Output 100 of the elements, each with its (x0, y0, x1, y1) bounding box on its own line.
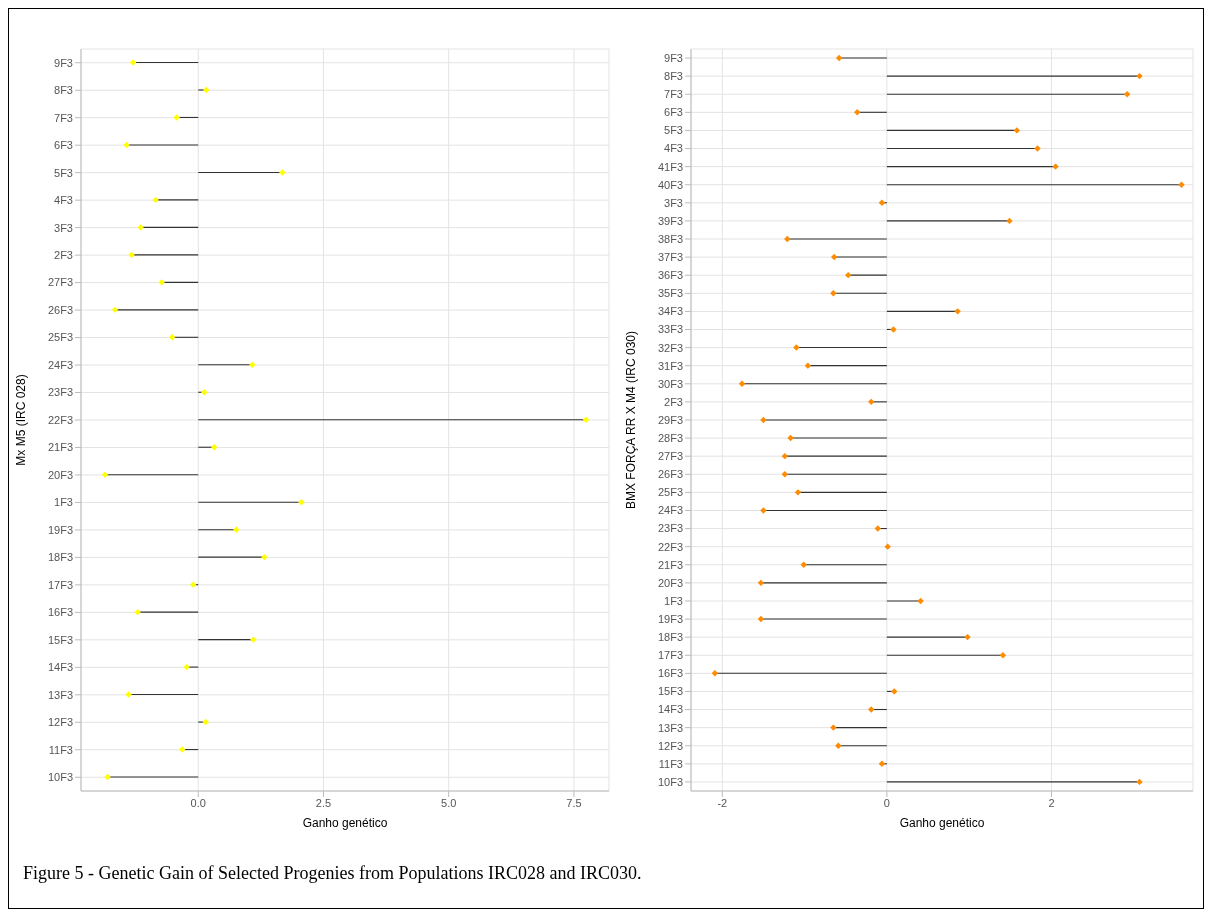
y-tick-label: 10F3 (657, 775, 683, 788)
point (830, 724, 837, 731)
point (954, 308, 961, 315)
point (874, 525, 882, 532)
point (261, 553, 268, 561)
point (104, 773, 111, 781)
point (233, 526, 240, 533)
point (844, 271, 852, 279)
y-tick-label: 20F3 (657, 576, 683, 589)
point (868, 398, 875, 406)
point (757, 615, 765, 623)
y-tick-label: 16F3 (657, 667, 683, 680)
point (101, 471, 109, 478)
point (582, 416, 590, 423)
y-tick-label: 3F3 (54, 221, 73, 234)
x-tick-label: 5.0 (441, 796, 457, 809)
point (203, 86, 210, 94)
y-tick-label: 20F3 (47, 468, 73, 481)
y-tick-label: 1F3 (54, 496, 73, 509)
x-axis-title: Ganho genético (899, 816, 985, 830)
x-tick-label: 2.5 (315, 796, 332, 809)
point (757, 579, 765, 587)
y-tick-label: 11F3 (48, 743, 73, 756)
point (794, 489, 802, 496)
y-tick-label: 16F3 (47, 606, 73, 619)
y-tick-label: 36F3 (657, 269, 683, 282)
point (137, 224, 144, 231)
y-tick-label: 35F3 (657, 287, 683, 300)
point (211, 444, 218, 451)
y-tick-label: 11F3 (658, 757, 683, 770)
y-tick-label: 7F3 (54, 111, 73, 124)
y-tick-label: 13F3 (657, 721, 683, 734)
point (1013, 127, 1021, 134)
y-tick-label: 2F3 (54, 249, 73, 262)
y-tick-label: 40F3 (657, 178, 683, 191)
point (711, 670, 719, 677)
y-tick-label: 33F3 (657, 323, 683, 336)
y-tick-label: 41F3 (657, 160, 683, 173)
point (738, 380, 746, 387)
y-tick-label: 22F3 (657, 540, 683, 553)
y-tick-label: 8F3 (664, 70, 683, 83)
point (158, 279, 165, 286)
y-tick-label: 32F3 (657, 341, 683, 354)
point (891, 688, 898, 695)
point (249, 361, 256, 368)
y-tick-label: 5F3 (54, 166, 73, 179)
point (830, 290, 837, 297)
y-tick-label: 30F3 (657, 377, 683, 390)
y-tick-label: 4F3 (664, 142, 683, 155)
point (125, 691, 132, 698)
x-tick-label: 2 (1048, 796, 1055, 809)
y-tick-label: 22F3 (47, 413, 73, 426)
y-tick-label: 27F3 (47, 276, 73, 289)
point (134, 608, 141, 616)
point (999, 652, 1007, 659)
y-tick-label: 6F3 (54, 139, 73, 152)
y-tick-label: 1F3 (664, 594, 683, 607)
point (760, 416, 767, 424)
y-axis-title: BMX FORÇA RR X M4 (IRC 030) (624, 330, 639, 510)
x-tick-label: -2 (717, 796, 728, 809)
point (1034, 145, 1041, 152)
point (168, 334, 176, 341)
y-tick-label: 4F3 (54, 194, 73, 207)
y-tick-label: 17F3 (47, 578, 73, 591)
point (800, 561, 807, 568)
y-tick-label: 27F3 (657, 450, 683, 463)
y-tick-label: 31F3 (657, 359, 683, 372)
y-tick-label: 38F3 (657, 232, 683, 245)
y-tick-label: 9F3 (54, 56, 73, 69)
y-tick-label: 12F3 (657, 739, 683, 752)
y-tick-label: 7F3 (664, 88, 683, 101)
y-tick-label: 14F3 (47, 661, 73, 674)
point (123, 141, 130, 149)
point (964, 633, 971, 641)
point (787, 434, 794, 442)
point (835, 54, 843, 62)
y-tick-label: 25F3 (657, 486, 683, 499)
point (781, 471, 789, 478)
point (178, 746, 186, 753)
y-tick-label: 23F3 (657, 522, 683, 535)
y-tick-label: 13F3 (47, 688, 73, 701)
point (129, 59, 137, 66)
y-tick-label: 29F3 (657, 413, 683, 426)
y-axis-title: Mx M5 (IRC 028) (14, 374, 29, 466)
y-tick-label: 26F3 (657, 468, 683, 481)
y-tick-label: 24F3 (47, 358, 73, 371)
y-tick-label: 18F3 (47, 551, 73, 564)
point (917, 597, 924, 605)
point (298, 499, 305, 506)
y-tick-label: 24F3 (657, 504, 683, 517)
point (854, 109, 861, 116)
y-tick-label: 28F3 (657, 432, 683, 444)
y-tick-label: 21F3 (47, 441, 73, 454)
point (784, 235, 791, 243)
x-tick-label: 0 (883, 796, 890, 809)
y-tick-label: 15F3 (47, 633, 73, 646)
point (183, 663, 190, 671)
y-tick-label: 15F3 (657, 685, 683, 698)
point (201, 389, 208, 396)
point (1006, 217, 1013, 225)
